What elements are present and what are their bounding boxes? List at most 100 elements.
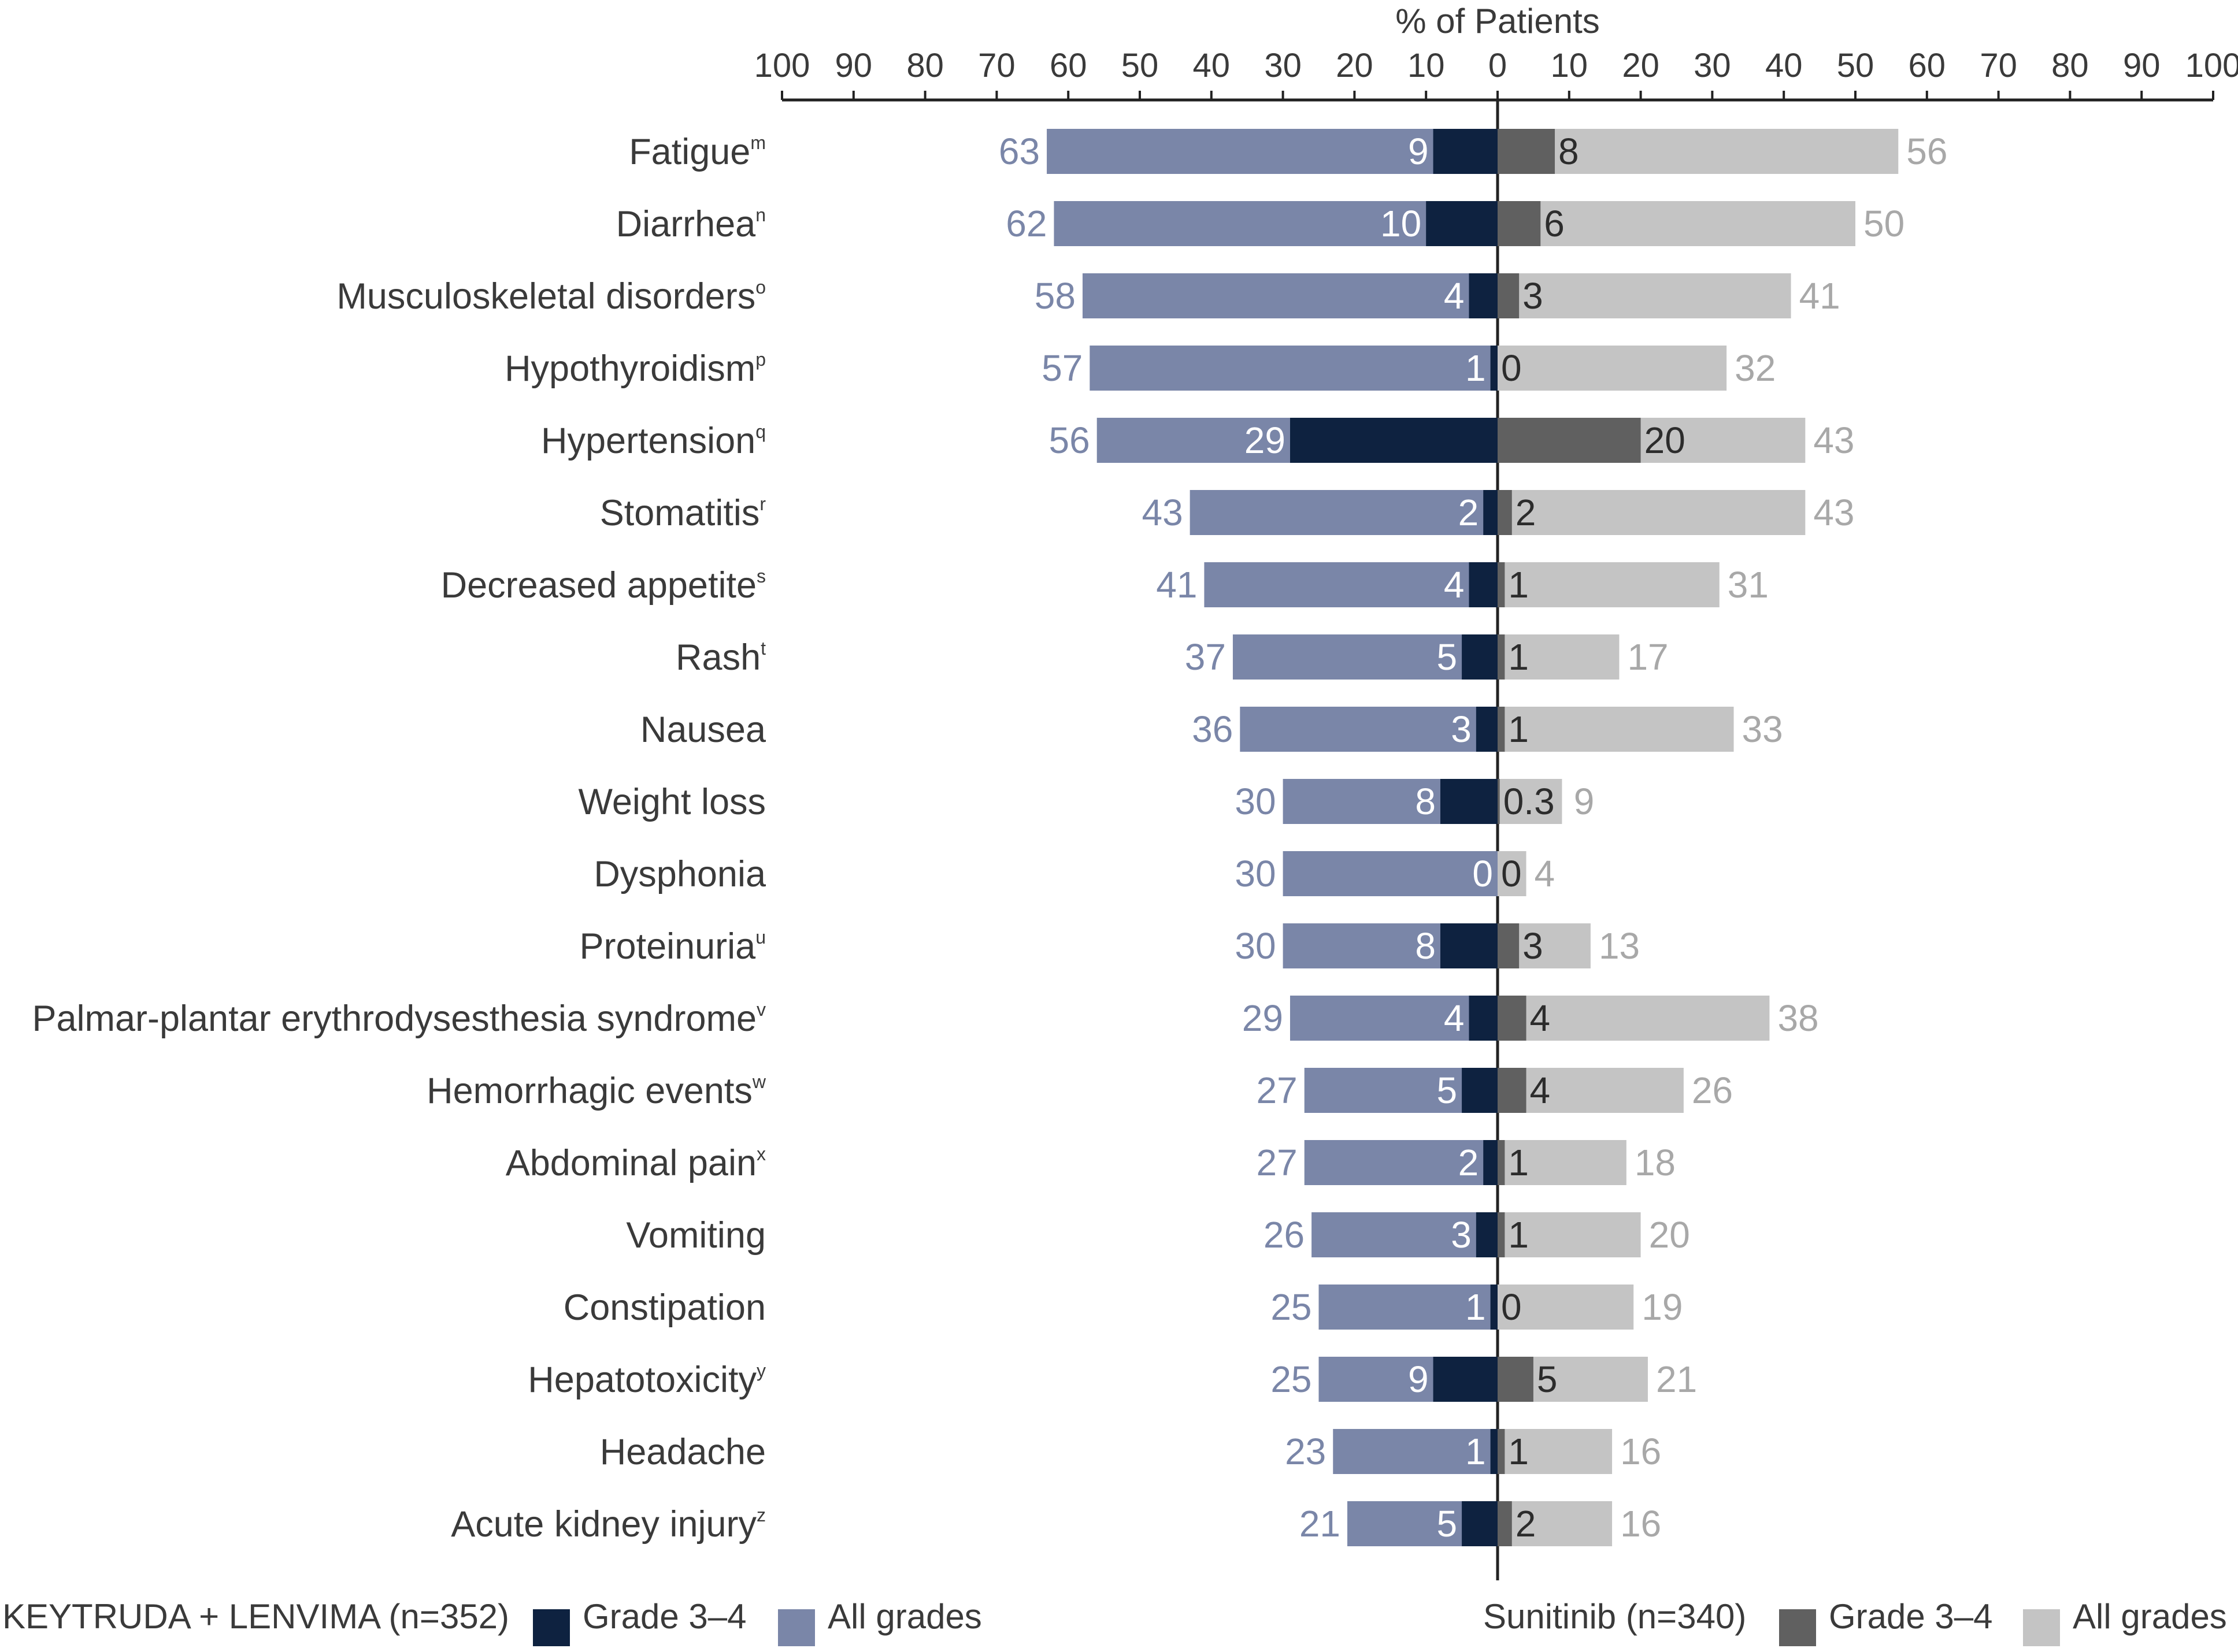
bar-sunitinib-all-grades: [1498, 490, 1806, 535]
value-label-keytruda-all-grades: 30: [1235, 925, 1276, 967]
category-label: Vomiting: [626, 1215, 766, 1256]
category-superscript: u: [755, 927, 766, 948]
category-name: Headache: [600, 1432, 766, 1472]
bar-keytruda-all-grades: [1318, 1285, 1498, 1330]
bar-sunitinib-grade-3-4: [1498, 779, 1500, 824]
value-label-sunitinib-all-grades: 26: [1692, 1070, 1733, 1111]
bar-keytruda-all-grades: [1311, 1212, 1498, 1257]
x-tick-label: 60: [1050, 47, 1087, 84]
bar-sunitinib-grade-3-4: [1498, 1068, 1526, 1113]
value-label-sunitinib-grade-3-4: 0: [1501, 1286, 1522, 1328]
category-label: Hepatotoxicityy: [528, 1360, 766, 1400]
value-label-sunitinib-all-grades: 43: [1813, 420, 1854, 461]
x-tick-label: 90: [835, 47, 873, 84]
category-label: Weight loss: [579, 782, 766, 822]
value-label-sunitinib-all-grades: 9: [1574, 781, 1595, 822]
value-label-keytruda-grade-3-4: 2: [1458, 1142, 1479, 1183]
category-label: Fatiguem: [629, 132, 766, 172]
value-label-keytruda-grade-3-4: 4: [1444, 997, 1465, 1039]
bar-sunitinib-grade-3-4: [1498, 996, 1526, 1041]
category-superscript: w: [752, 1071, 766, 1092]
value-label-sunitinib-all-grades: 18: [1635, 1142, 1676, 1183]
category-label: Acute kidney injuryz: [451, 1504, 766, 1545]
legend-swatch-keytruda-all-grades: [778, 1609, 815, 1646]
bar-keytruda-all-grades: [1283, 851, 1498, 896]
bar-keytruda-all-grades: [1240, 707, 1498, 752]
bar-sunitinib-grade-3-4: [1498, 201, 1541, 246]
bar-keytruda-all-grades: [1290, 996, 1498, 1041]
category-name: Diarrhea: [616, 204, 757, 244]
value-label-sunitinib-all-grades: 50: [1863, 203, 1904, 244]
bar-keytruda-grade-3-4: [1426, 201, 1498, 246]
value-label-sunitinib-grade-3-4: 1: [1508, 636, 1529, 678]
category-label: Hypothyroidismp: [505, 348, 766, 389]
value-label-keytruda-grade-3-4: 8: [1415, 925, 1436, 967]
category-label: Nausea: [640, 710, 766, 750]
category-name: Fatigue: [629, 132, 750, 172]
value-label-sunitinib-all-grades: 43: [1813, 492, 1854, 533]
bar-sunitinib-all-grades: [1498, 1501, 1613, 1546]
category-name: Acute kidney injury: [451, 1504, 757, 1545]
bar-sunitinib-all-grades: [1498, 1068, 1684, 1113]
bar-keytruda-grade-3-4: [1290, 418, 1498, 463]
x-tick-label: 10: [1551, 47, 1588, 84]
bar-keytruda-grade-3-4: [1476, 707, 1498, 752]
value-label-keytruda-all-grades: 36: [1192, 708, 1233, 750]
bar-sunitinib-grade-3-4: [1498, 923, 1520, 968]
category-superscript: v: [757, 999, 766, 1020]
value-label-sunitinib-grade-3-4: 0: [1501, 347, 1522, 389]
category-superscript: x: [757, 1144, 766, 1164]
value-label-keytruda-grade-3-4: 0: [1472, 853, 1493, 894]
value-label-sunitinib-grade-3-4: 3: [1522, 275, 1543, 317]
value-label-keytruda-all-grades: 62: [1006, 203, 1047, 244]
bar-keytruda-all-grades: [1204, 562, 1498, 607]
value-label-keytruda-all-grades: 25: [1270, 1286, 1311, 1328]
value-label-keytruda-all-grades: 57: [1042, 347, 1083, 389]
category-name: Stomatitis: [600, 493, 760, 533]
value-label-sunitinib-grade-3-4: 1: [1508, 1142, 1529, 1183]
value-label-keytruda-grade-3-4: 9: [1408, 131, 1429, 172]
value-label-sunitinib-all-grades: 38: [1777, 997, 1818, 1039]
bar-sunitinib-grade-3-4: [1498, 1501, 1512, 1546]
bar-sunitinib-grade-3-4: [1498, 634, 1505, 680]
value-label-sunitinib-all-grades: 20: [1649, 1214, 1690, 1256]
value-label-sunitinib-all-grades: 33: [1742, 708, 1783, 750]
category-superscript: y: [757, 1360, 766, 1381]
x-tick-label: 20: [1336, 47, 1373, 84]
category-label: Constipation: [564, 1287, 766, 1328]
bar-keytruda-grade-3-4: [1469, 562, 1498, 607]
value-label-sunitinib-all-grades: 21: [1656, 1358, 1697, 1400]
x-tick-label: 100: [2185, 47, 2238, 84]
category-superscript: p: [755, 349, 766, 370]
value-label-keytruda-all-grades: 41: [1156, 564, 1197, 606]
value-label-keytruda-grade-3-4: 1: [1465, 347, 1486, 389]
value-label-keytruda-all-grades: 37: [1185, 636, 1226, 678]
bar-keytruda-grade-3-4: [1440, 779, 1498, 824]
bar-keytruda-all-grades: [1304, 1140, 1498, 1185]
x-axis: 100 90 80 70 60 50 40 30 20 10 0 10 20 30 40 50 60 70 80 90…: [754, 47, 2238, 1580]
x-tick-label: 50: [1121, 47, 1159, 84]
legend-label-keytruda-all-grades: All grades: [828, 1597, 982, 1636]
value-label-sunitinib-grade-3-4: 20: [1644, 420, 1685, 461]
category-label: Diarrhean: [616, 204, 766, 244]
value-label-sunitinib-grade-3-4: 2: [1516, 492, 1536, 533]
x-tick-label: 70: [978, 47, 1016, 84]
category-superscript: t: [761, 638, 766, 659]
category-label: Musculoskeletal disorderso: [336, 276, 766, 317]
bar-keytruda-all-grades: [1333, 1429, 1498, 1474]
value-label-sunitinib-grade-3-4: 6: [1544, 203, 1565, 244]
bar-keytruda-all-grades: [1090, 346, 1498, 391]
category-name: Hypothyroidism: [505, 348, 755, 389]
category-name: Weight loss: [579, 782, 766, 822]
x-tick-label: 100: [754, 47, 810, 84]
bar-keytruda-grade-3-4: [1462, 1501, 1498, 1546]
x-tick-label: 80: [2051, 47, 2089, 84]
value-label-sunitinib-all-grades: 56: [1906, 131, 1947, 172]
category-name: Hypertension: [541, 421, 755, 461]
bar-sunitinib-all-grades: [1498, 779, 1562, 824]
x-tick-label: 40: [1193, 47, 1231, 84]
bar-sunitinib-grade-3-4: [1498, 490, 1512, 535]
category-superscript: s: [757, 566, 766, 586]
category-name: Palmar-plantar erythrodysesthesia syndro…: [32, 998, 757, 1039]
category-label: Rasht: [676, 637, 766, 678]
